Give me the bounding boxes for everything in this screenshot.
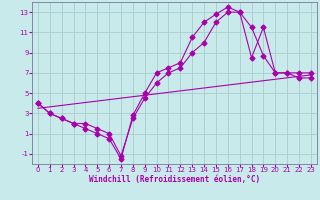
X-axis label: Windchill (Refroidissement éolien,°C): Windchill (Refroidissement éolien,°C) xyxy=(89,175,260,184)
